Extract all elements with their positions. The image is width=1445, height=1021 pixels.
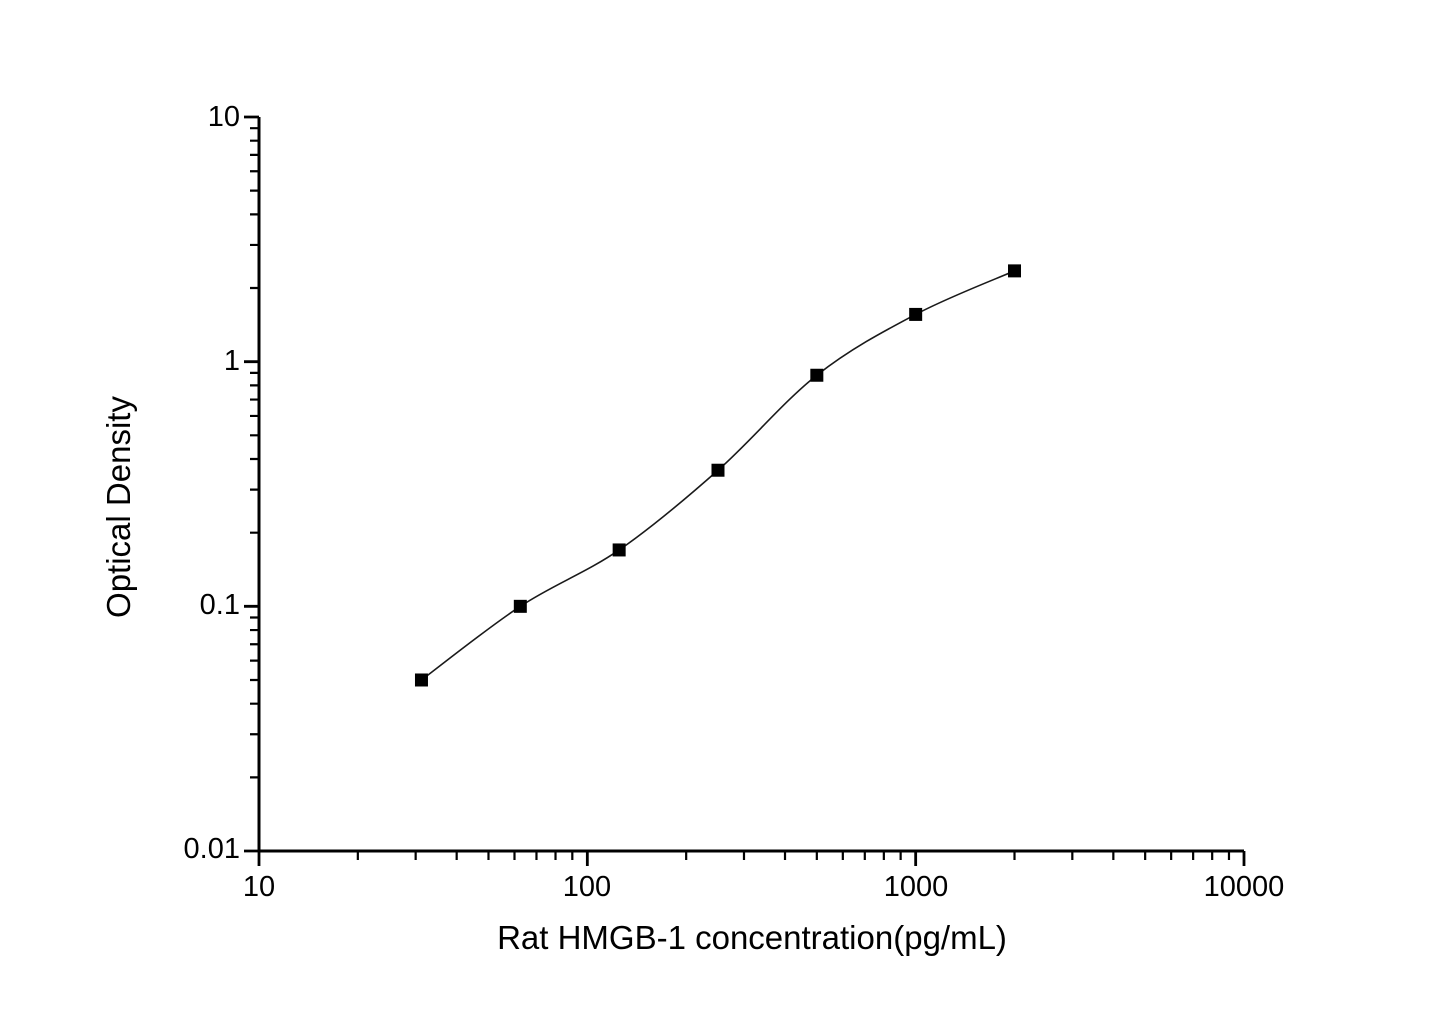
x-axis-title: Rat HMGB-1 concentration(pg/mL) — [497, 919, 1007, 956]
data-point-marker — [711, 463, 725, 477]
data-point-marker — [513, 599, 527, 613]
x-tick-label-100: 100 — [562, 871, 612, 903]
x-tick-label-1000: 1000 — [883, 871, 949, 903]
y-tick-label-10: 10 — [207, 101, 240, 133]
y-tick-label-0-01: 0.01 — [183, 833, 240, 865]
minor-ticks — [250, 127, 1231, 860]
y-axis-title: Optical Density — [100, 396, 137, 618]
y-tick-label-1: 1 — [223, 345, 240, 377]
axis-spines — [257, 117, 1244, 853]
data-point-marker — [1008, 264, 1022, 278]
x-tick-label-10: 10 — [242, 871, 276, 903]
data-point-marker — [810, 368, 824, 382]
data-point-marker — [909, 307, 923, 321]
x-tick-label-10000: 10000 — [1203, 871, 1285, 903]
y-tick-label-0-1: 0.1 — [199, 589, 240, 621]
data-point-marker — [414, 673, 428, 687]
data-point-marker — [612, 543, 626, 557]
major-ticks — [244, 115, 1246, 866]
